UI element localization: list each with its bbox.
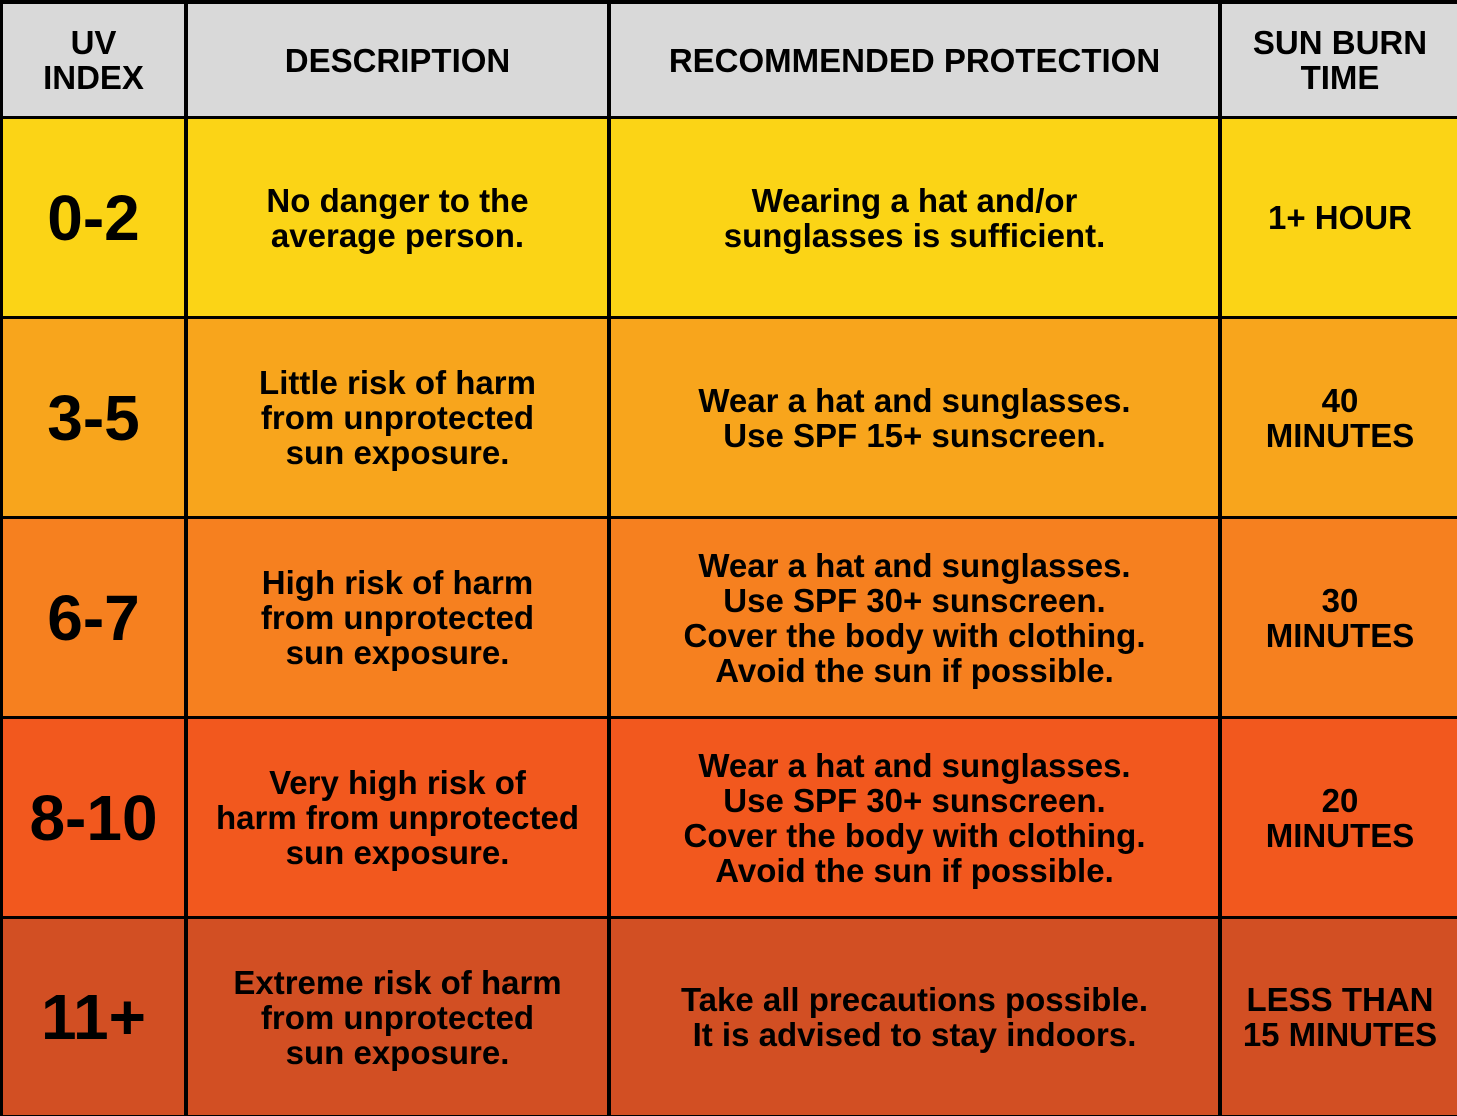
protection-cell: Wear a hat and sunglasses. Use SPF 30+ s… xyxy=(611,719,1218,916)
description-cell: Little risk of harm from unprotected sun… xyxy=(188,319,607,516)
burn-time-cell: 30 MINUTES xyxy=(1222,519,1457,716)
description-cell: High risk of harm from unprotected sun e… xyxy=(188,519,607,716)
burn-time-cell: LESS THAN 15 MINUTES xyxy=(1222,919,1457,1115)
header-sun-burn-time: SUN BURN TIME xyxy=(1222,4,1457,116)
uv-index-cell: 0-2 xyxy=(3,119,184,316)
protection-cell: Wear a hat and sunglasses. Use SPF 30+ s… xyxy=(611,519,1218,716)
uv-index-cell: 6-7 xyxy=(3,519,184,716)
header-description: DESCRIPTION xyxy=(188,4,607,116)
burn-time-cell: 40 MINUTES xyxy=(1222,319,1457,516)
protection-cell: Wearing a hat and/or sunglasses is suffi… xyxy=(611,119,1218,316)
uv-index-cell: 8-10 xyxy=(3,719,184,916)
description-cell: Extreme risk of harm from unprotected su… xyxy=(188,919,607,1115)
header-recommended-protection: RECOMMENDED PROTECTION xyxy=(611,4,1218,116)
protection-cell: Wear a hat and sunglasses. Use SPF 15+ s… xyxy=(611,319,1218,516)
header-uv-index: UV INDEX xyxy=(3,4,184,116)
protection-cell: Take all precautions possible. It is adv… xyxy=(611,919,1218,1115)
burn-time-cell: 1+ HOUR xyxy=(1222,119,1457,316)
burn-time-cell: 20 MINUTES xyxy=(1222,719,1457,916)
description-cell: Very high risk of harm from unprotected … xyxy=(188,719,607,916)
uv-index-cell: 11+ xyxy=(3,919,184,1115)
description-cell: No danger to the average person. xyxy=(188,119,607,316)
uv-index-cell: 3-5 xyxy=(3,319,184,516)
